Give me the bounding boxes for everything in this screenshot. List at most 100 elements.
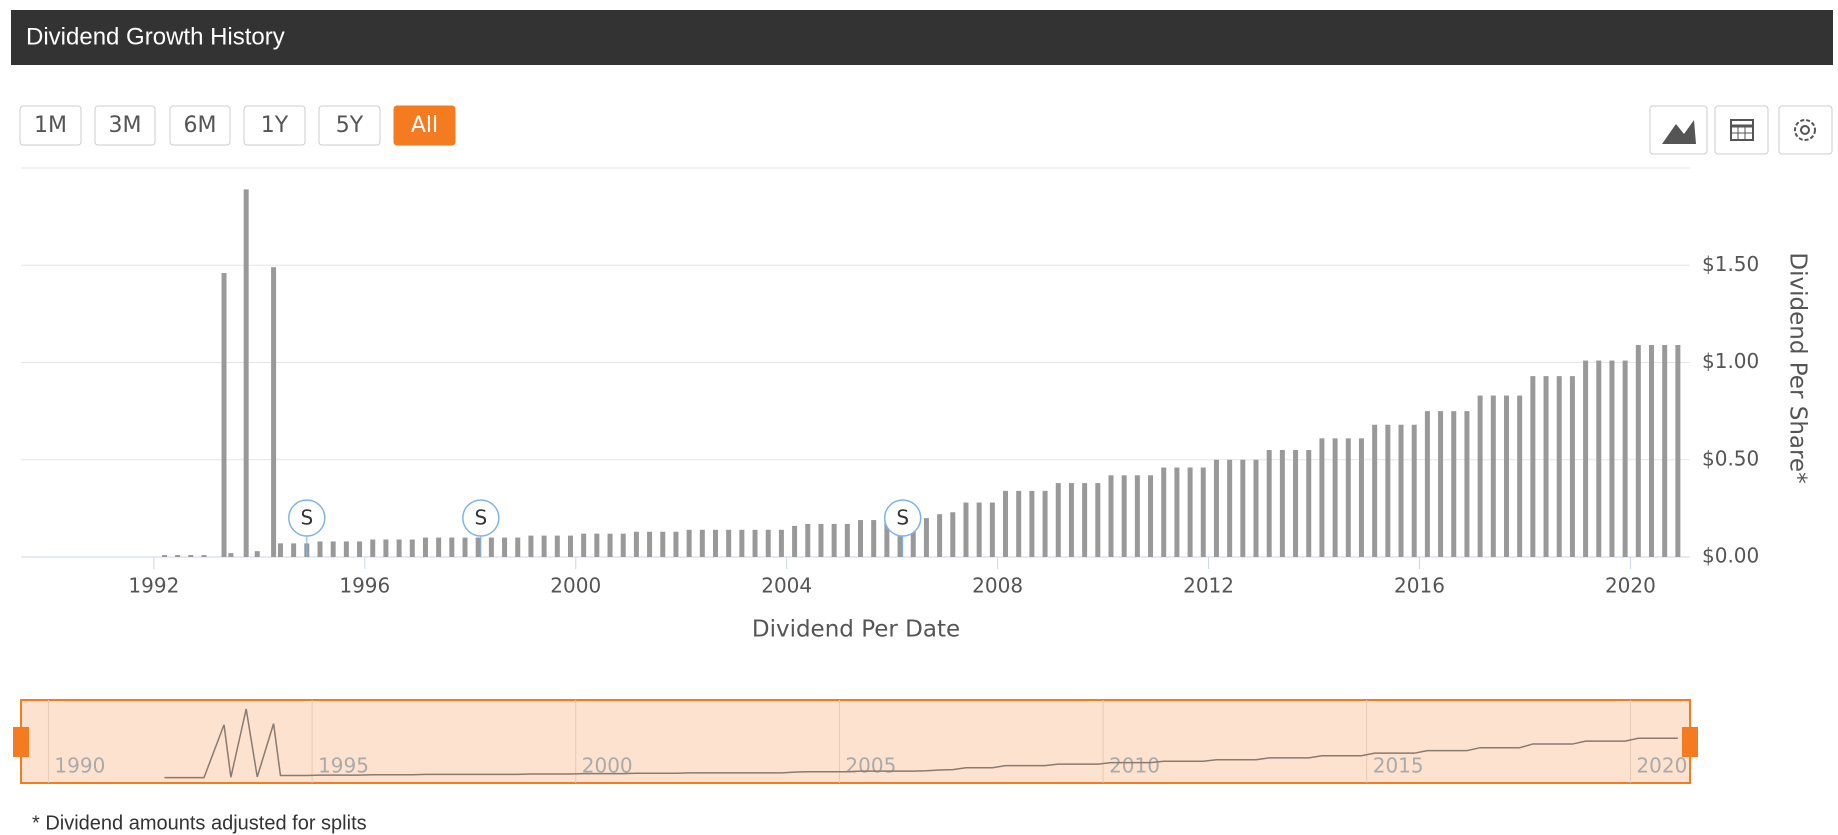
bar — [1293, 450, 1299, 557]
bar — [488, 537, 494, 557]
bar — [660, 531, 666, 557]
bar — [188, 555, 194, 557]
range-button-box — [243, 105, 306, 146]
bar — [1016, 490, 1022, 557]
bar — [1253, 459, 1259, 557]
bar — [383, 539, 389, 557]
bar — [161, 555, 167, 557]
x-axis-title: Dividend Per Date — [752, 617, 960, 643]
bar — [1622, 360, 1628, 557]
navigator-line — [164, 708, 1678, 779]
bar — [475, 537, 481, 557]
bar — [1675, 344, 1681, 557]
x-tick-label: 2020 — [1605, 574, 1656, 598]
navigator-tick-label: 1995 — [318, 754, 369, 778]
bar — [1187, 467, 1193, 557]
bar — [871, 520, 877, 557]
bar — [1635, 344, 1641, 557]
bar — [620, 533, 626, 557]
navigator-tick-label: 2010 — [1109, 754, 1160, 778]
bar — [699, 529, 705, 557]
x-tick-label: 2000 — [550, 574, 601, 598]
bar — [1490, 395, 1496, 557]
bar — [1398, 424, 1404, 557]
range-button-label: 6M — [184, 113, 217, 138]
bar — [976, 502, 982, 557]
bar — [765, 529, 771, 557]
bar — [1266, 450, 1272, 557]
bar — [1332, 438, 1338, 557]
range-button-box — [393, 105, 456, 146]
bar — [409, 539, 415, 557]
bar — [1306, 450, 1312, 557]
range-button-label: 5Y — [336, 113, 364, 138]
bar — [1543, 376, 1549, 557]
navigator-handle[interactable] — [1682, 727, 1698, 757]
bar — [1345, 438, 1351, 557]
bar — [1517, 395, 1523, 557]
chart-type-button[interactable] — [1649, 105, 1708, 155]
bar — [673, 531, 679, 557]
x-tick-label: 2004 — [761, 574, 812, 598]
bar — [1240, 459, 1246, 557]
bar — [607, 533, 613, 557]
bar — [1148, 475, 1154, 557]
range-button[interactable]: 6M — [169, 105, 231, 146]
bar — [396, 539, 402, 557]
bar — [1649, 344, 1655, 557]
bar — [175, 555, 181, 557]
split-flag — [883, 499, 922, 537]
range-button-box — [318, 105, 381, 146]
bar — [884, 520, 890, 557]
bar — [897, 520, 903, 557]
bar — [254, 551, 260, 557]
y-tick-label: $0.00 — [1702, 544, 1759, 568]
x-tick-label: 2008 — [972, 574, 1023, 598]
navigator-tick-label: 2015 — [1373, 754, 1424, 778]
bar — [950, 512, 956, 557]
bar — [1029, 490, 1035, 557]
y-tick-label: $1.50 — [1702, 252, 1759, 276]
bar — [422, 537, 428, 557]
navigator-handle[interactable] — [13, 727, 29, 757]
range-button[interactable]: 1Y — [243, 105, 306, 146]
bar — [1372, 424, 1378, 557]
bar — [778, 529, 784, 557]
range-button[interactable]: All — [393, 105, 456, 146]
bar — [1411, 424, 1417, 557]
chart-title: Dividend Growth History — [26, 23, 285, 50]
split-flag — [288, 499, 326, 537]
table-button[interactable] — [1714, 105, 1769, 155]
navigator-tick-label: 2020 — [1636, 754, 1687, 778]
bar — [1596, 360, 1602, 557]
range-button[interactable]: 1M — [19, 105, 82, 146]
y-tick-label: $0.50 — [1702, 446, 1759, 470]
settings-button[interactable] — [1778, 105, 1833, 155]
bar — [1213, 459, 1219, 557]
flag-label: S — [300, 506, 313, 530]
bar — [1055, 483, 1061, 557]
bar — [844, 523, 850, 557]
bar — [989, 502, 995, 557]
range-button[interactable]: 5Y — [318, 105, 381, 146]
y-tick-label: $1.00 — [1702, 349, 1759, 373]
bar — [831, 523, 837, 557]
range-button-box — [169, 105, 231, 146]
bar — [291, 543, 297, 557]
bar — [581, 533, 587, 557]
range-button[interactable]: 3M — [94, 105, 156, 146]
bar — [1279, 450, 1285, 557]
bar — [1424, 411, 1430, 557]
bar — [330, 541, 336, 557]
navigator-mask — [20, 699, 1691, 784]
bar — [937, 514, 943, 557]
bar — [567, 535, 573, 557]
bar — [317, 541, 323, 557]
bar — [201, 555, 207, 557]
bar — [1068, 483, 1074, 557]
bar — [462, 537, 468, 557]
bar — [1503, 395, 1509, 557]
bar — [1082, 483, 1088, 557]
bar — [1174, 467, 1180, 557]
